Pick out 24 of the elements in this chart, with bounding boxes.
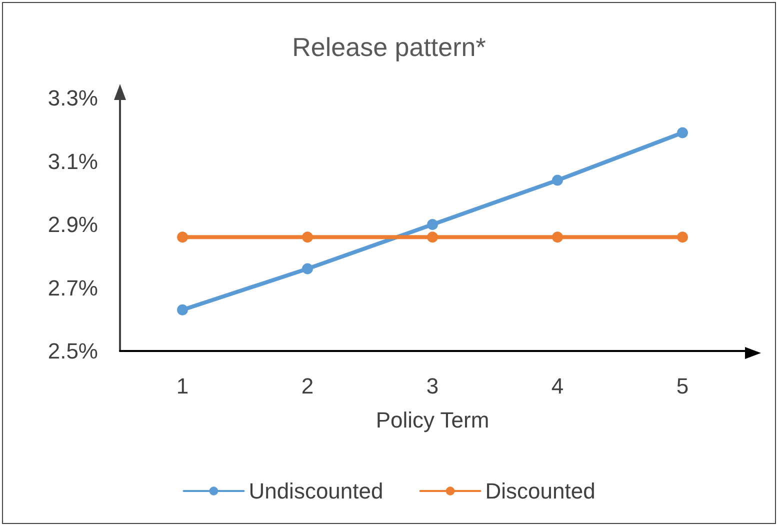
point <box>552 174 563 186</box>
y-tick-label: 2.7% <box>48 275 98 300</box>
x-tick-label: 1 <box>176 374 189 398</box>
point <box>427 219 438 230</box>
point <box>427 232 438 243</box>
point <box>177 232 188 243</box>
y-tick-label: 3.1% <box>48 148 98 174</box>
x-axis-title: Policy Term <box>376 408 490 432</box>
point <box>552 232 563 243</box>
y-tick-label: 2.9% <box>48 212 98 237</box>
point <box>677 232 688 243</box>
y-tick-label: 3.3% <box>48 86 98 110</box>
x-tick-label: 3 <box>426 374 439 398</box>
point <box>302 263 313 274</box>
point <box>302 232 313 243</box>
x-tick-label: 4 <box>551 374 564 398</box>
y-tick-label: 2.5% <box>48 338 98 364</box>
legend-label: Undiscounted <box>248 478 384 504</box>
x-tick-label: 5 <box>676 374 689 398</box>
chart-title: Release pattern* <box>292 32 486 62</box>
legend-label: Discounted <box>485 478 596 504</box>
point <box>677 127 688 138</box>
point <box>177 304 188 316</box>
x-tick-label: 2 <box>301 374 314 398</box>
